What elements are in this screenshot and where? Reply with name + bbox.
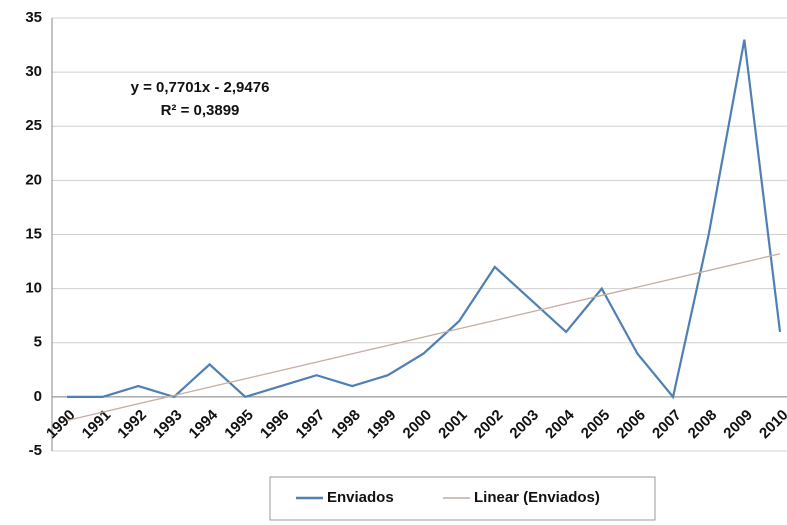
x-tick-label: 1993	[150, 406, 186, 442]
r-squared: R² = 0,3899	[161, 102, 240, 119]
y-tick-label: 25	[25, 117, 42, 134]
y-tick-label: 30	[25, 63, 42, 80]
x-tick-label: 1996	[257, 406, 293, 442]
y-tick-label: 20	[25, 171, 42, 188]
x-tick-label: 2007	[649, 406, 685, 442]
trend-line	[66, 253, 781, 422]
y-tick-label: 10	[25, 280, 42, 297]
x-tick-label: 2005	[578, 406, 614, 442]
x-tick-label: 1999	[364, 406, 400, 442]
x-tick-label: 1998	[328, 406, 364, 442]
x-tick-label: 1990	[43, 406, 79, 442]
y-tick-label: 0	[34, 388, 42, 405]
y-tick-label: -5	[29, 442, 42, 459]
x-tick-label: 2004	[542, 406, 578, 442]
x-tick-label: 2003	[506, 406, 542, 442]
legend-label: Enviados	[327, 489, 394, 506]
y-tick-label: 15	[25, 225, 42, 242]
x-tick-label: 1992	[114, 406, 150, 442]
x-tick-label: 1997	[293, 406, 329, 442]
x-tick-label: 1991	[79, 406, 115, 442]
x-tick-label: 2006	[613, 406, 649, 442]
x-tick-label: 1995	[221, 406, 257, 442]
x-tick-label: 2010	[756, 406, 787, 442]
x-tick-label: 1994	[186, 406, 222, 442]
data-line	[67, 39, 782, 400]
x-tick-label: 2008	[685, 406, 721, 442]
x-tick-label: 2001	[435, 406, 471, 442]
y-tick-label: 35	[25, 9, 42, 26]
y-tick-label: 5	[34, 334, 42, 351]
x-tick-label: 2002	[471, 406, 507, 442]
legend-label: Linear (Enviados)	[474, 489, 600, 506]
x-tick-label: 2000	[400, 406, 436, 442]
trend-equation: y = 0,7701x - 2,9476	[131, 79, 270, 96]
x-tick-label: 2009	[720, 406, 756, 442]
